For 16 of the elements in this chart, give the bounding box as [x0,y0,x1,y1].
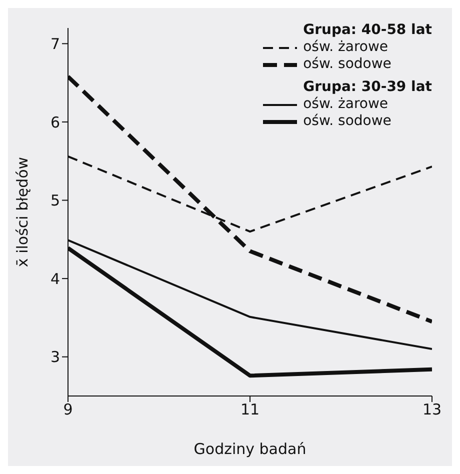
y-tick-label: 7 [50,34,60,53]
legend-label: ośw. sodowe [303,56,392,73]
y-tick-label: 6 [50,113,60,132]
x-axis-title: Godziny badań [194,440,306,458]
x-tick-label: 13 [422,400,442,419]
legend-label: ośw. żarowe [303,39,388,56]
y-tick-label: 5 [50,192,60,210]
x-tick-label: 11 [240,400,260,419]
legend-label: ośw. sodowe [303,113,392,130]
annotation: Grupa: 30-39 lat [303,79,432,96]
legend-label: ośw. żarowe [303,96,388,113]
y-tick-label: 3 [50,348,60,366]
y-axis-title: x̄ ilości błędów [13,156,32,268]
x-tick-label: 9 [63,400,73,419]
y-tick-label: 4 [50,270,60,288]
annotation: Grupa: 40-58 lat [303,22,432,39]
